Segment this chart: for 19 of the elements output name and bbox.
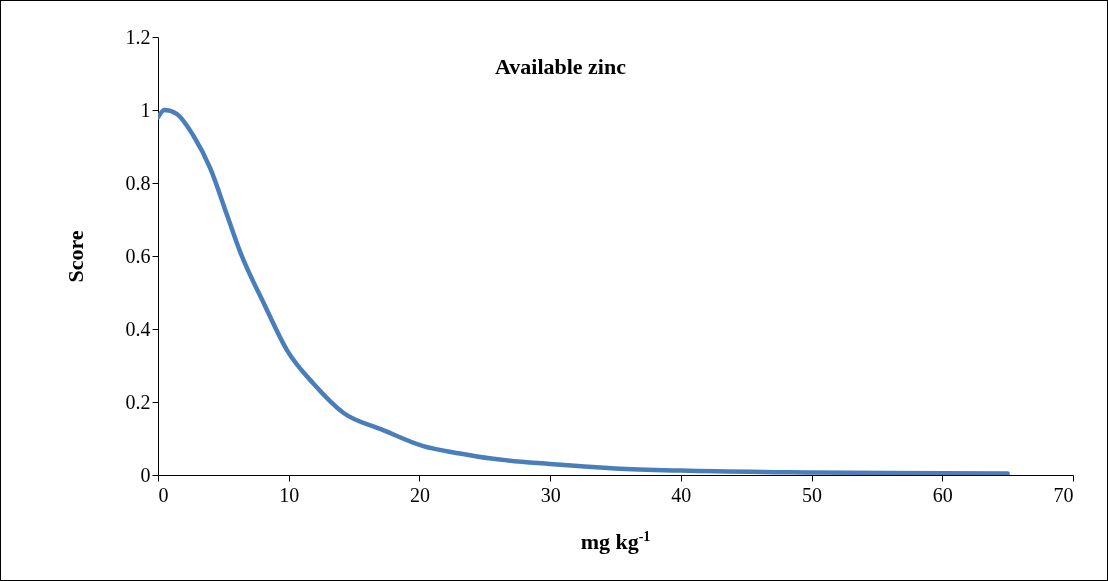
y-axis-title: Score xyxy=(62,230,88,283)
x-tick-label: 0 xyxy=(158,483,169,506)
y-tick-label: 0.4 xyxy=(125,317,151,340)
y-tick-label: 0 xyxy=(140,463,151,486)
x-tick-label: 40 xyxy=(671,483,692,506)
y-tick-label: 1 xyxy=(140,98,151,121)
x-tick-label: 50 xyxy=(802,483,823,506)
line-series xyxy=(158,107,1010,475)
y-tick-label: 0.2 xyxy=(125,390,151,413)
x-tick-label: 60 xyxy=(932,483,953,506)
x-tick-label: 20 xyxy=(409,483,430,506)
x-tick-label: 30 xyxy=(540,483,561,506)
y-tick-label: 0.8 xyxy=(125,171,151,194)
text: Available zinc xyxy=(495,54,627,79)
y-tick-label: 1.2 xyxy=(125,25,151,48)
x-tick-label: 70 xyxy=(1053,483,1074,506)
x-tick-label: 10 xyxy=(279,483,300,506)
y-tick-label: 0.6 xyxy=(125,244,151,267)
x-axis-title: mg kg$^{-1}$ xyxy=(579,529,652,556)
